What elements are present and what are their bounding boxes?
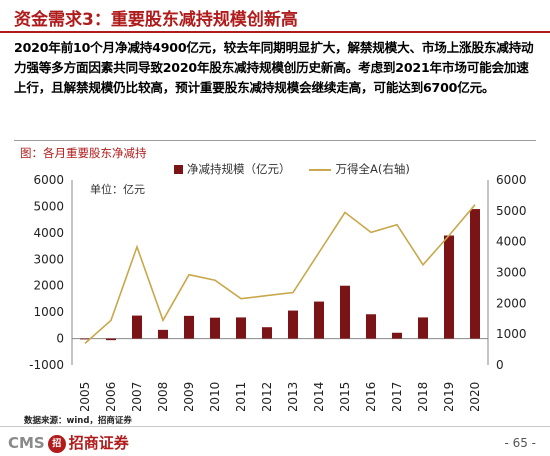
x-tick-label: 2018: [416, 382, 430, 411]
title-divider: [0, 31, 550, 33]
right-tick-label: 5000: [496, 204, 527, 218]
logo-badge-icon: 招: [47, 434, 66, 453]
bar: [366, 314, 376, 339]
x-tick-label: 2016: [364, 382, 378, 411]
bar: [106, 338, 116, 341]
bar: [132, 315, 142, 339]
legend-bar-label: 净减持规模（亿元）: [187, 162, 291, 176]
right-tick-label: 2000: [496, 296, 527, 310]
x-tick-label: 2005: [78, 382, 92, 411]
bar: [158, 329, 168, 339]
right-tick-label: 4000: [496, 235, 527, 249]
x-tick-label: 2013: [286, 382, 300, 411]
slide-body-text: 2020年前10个月净减持4900亿元，较去年同期明显扩大，解禁规模大、市场上涨…: [14, 40, 534, 95]
right-tick-label: 3000: [496, 266, 527, 280]
x-tick-label: 2009: [182, 382, 196, 411]
bar: [470, 209, 480, 339]
x-tick-label: 2017: [390, 382, 404, 411]
bar: [80, 338, 90, 340]
slide-title: 资金需求3：重要股东减持规模创新高: [14, 10, 298, 30]
x-tick-label: 2012: [260, 382, 274, 411]
left-tick-label: -1000: [29, 358, 64, 372]
data-source-note: 数据来源：wind，招商证券: [24, 416, 132, 426]
page-number: - 65 -: [504, 436, 536, 450]
logo-company-name: 招商证券: [68, 434, 129, 452]
bar: [340, 285, 350, 339]
index-line: [84, 204, 476, 344]
x-tick-label: 2019: [442, 382, 456, 411]
bar: [314, 301, 324, 339]
left-tick-label: 6000: [33, 173, 64, 187]
company-logo: CMS 招招商证券: [8, 432, 129, 453]
x-tick-label: 2010: [208, 382, 222, 411]
left-tick-label: 2000: [33, 279, 64, 293]
logo-cms-text: CMS: [8, 434, 45, 452]
bar: [262, 327, 272, 339]
bar: [444, 235, 454, 339]
left-tick-label: 3000: [33, 252, 64, 266]
footer-divider: [0, 426, 550, 427]
x-tick-label: 2020: [468, 382, 482, 411]
chart-legend: 净减持规模（亿元） 万得全A(右轴): [174, 161, 410, 177]
legend-line-swatch: [308, 168, 331, 171]
bar: [184, 315, 194, 339]
right-tick-label: 0: [496, 358, 504, 372]
bar: [288, 310, 298, 339]
right-tick-label: 6000: [496, 173, 527, 187]
unit-label: 单位：亿元: [90, 183, 145, 196]
left-tick-label: 0: [56, 332, 64, 346]
x-tick-label: 2015: [338, 382, 352, 411]
legend-bar-swatch: [174, 165, 183, 174]
left-tick-label: 1000: [33, 305, 64, 319]
legend-line-label: 万得全A(右轴): [335, 162, 410, 176]
chart-title: 图：各月重要股东净减持: [20, 146, 147, 160]
bar: [236, 317, 246, 339]
left-tick-label: 5000: [33, 199, 64, 213]
bar: [210, 317, 220, 339]
x-tick-label: 2011: [234, 382, 248, 411]
left-tick-label: 4000: [33, 226, 64, 240]
x-tick-label: 2008: [156, 382, 170, 411]
x-tick-label: 2007: [130, 382, 144, 411]
chart-plot: -1000 0 1000 2000 3000 4000 5000 6000 0 1000 2000 3…: [29, 173, 527, 411]
x-tick-label: 2006: [104, 382, 118, 411]
bar: [418, 317, 428, 339]
right-tick-label: 1000: [496, 327, 527, 341]
x-tick-label: 2014: [312, 382, 326, 411]
chart-panel: 图：各月重要股东净减持 净减持规模（亿元） 万得全A(右轴) 单位：亿元 -100…: [14, 140, 536, 411]
bar: [392, 332, 402, 339]
